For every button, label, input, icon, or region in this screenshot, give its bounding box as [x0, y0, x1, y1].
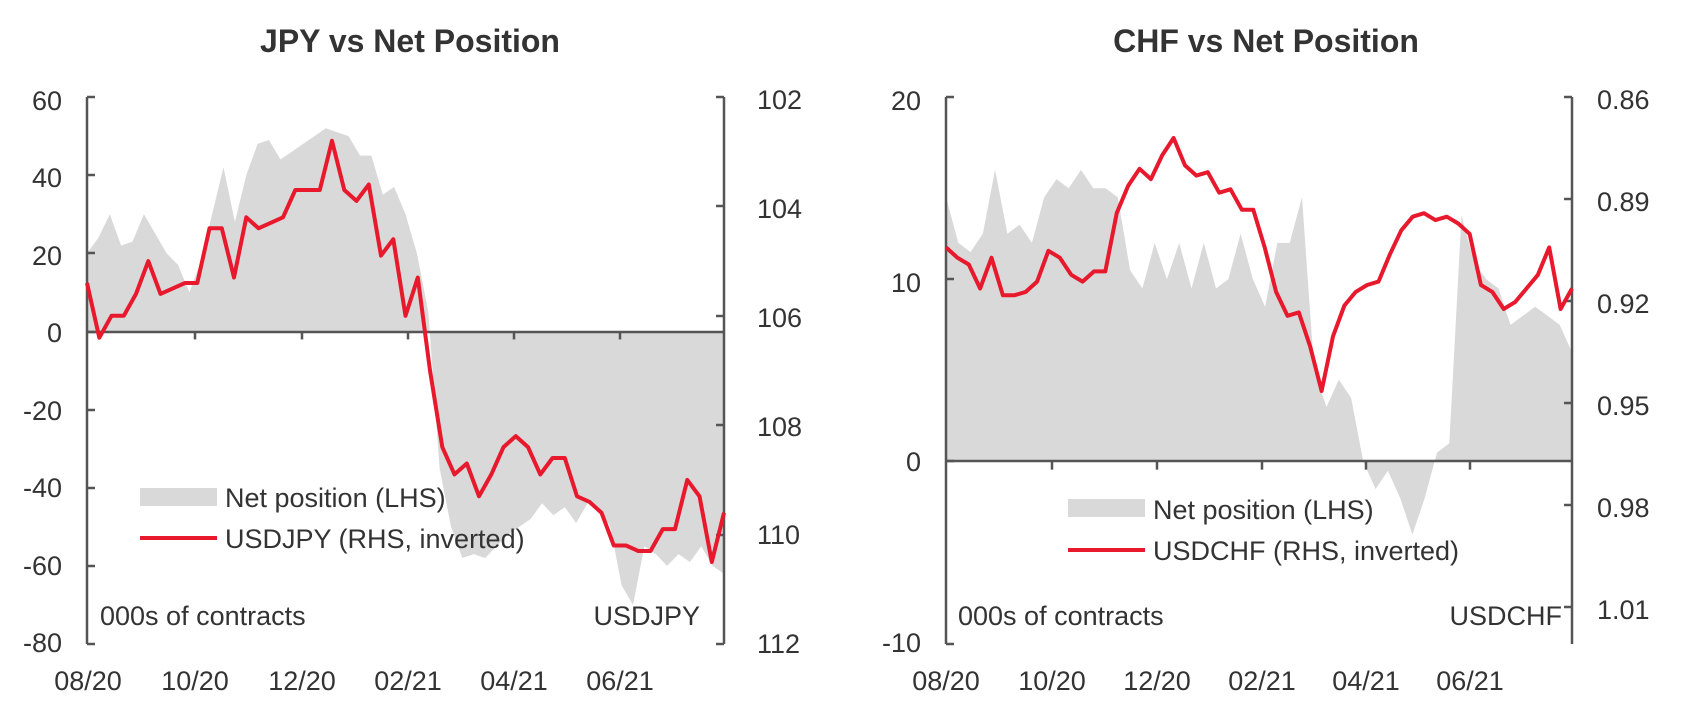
jpy-x-tick: 10/20	[161, 666, 229, 696]
jpy-right-tick: 112	[757, 629, 800, 659]
chf-tick-labels: 20 10 0 -10 0.86 0.89 0.92 0.95 0.98 1.0…	[882, 85, 1650, 696]
chf-right-tick: 0.92	[1597, 289, 1650, 319]
chf-x-tick: 02/21	[1228, 666, 1296, 696]
chf-right-tick: 0.86	[1597, 85, 1650, 115]
jpy-right-tick: 102	[757, 85, 802, 115]
jpy-left-tick: 20	[32, 241, 62, 271]
jpy-right-tick: 110	[757, 520, 800, 550]
jpy-right-tick: 104	[757, 194, 802, 224]
jpy-left-tick: -20	[23, 396, 62, 426]
jpy-legend-line-label: USDJPY (RHS, inverted)	[225, 524, 525, 554]
chf-pair-note: USDCHF	[1450, 601, 1563, 631]
jpy-chart-title: JPY vs Net Position	[260, 23, 560, 59]
jpy-chart: JPY vs Net Position 60 40 20 0 -20 -40 -…	[23, 23, 802, 696]
chf-left-tick: -10	[882, 628, 921, 658]
chf-x-tick: 08/20	[912, 666, 980, 696]
jpy-units-note: 000s of contracts	[100, 601, 306, 631]
jpy-left-tick: -80	[23, 628, 62, 658]
jpy-net-position-area	[87, 128, 724, 605]
chf-left-tick: 0	[906, 447, 921, 477]
chf-left-tick: 20	[891, 86, 921, 116]
jpy-left-tick: 60	[32, 86, 62, 116]
jpy-x-tick: 06/21	[586, 666, 654, 696]
jpy-legend: Net position (LHS) USDJPY (RHS, inverted…	[140, 483, 525, 554]
chf-chart-title: CHF vs Net Position	[1113, 23, 1419, 59]
chf-right-tick: 1.01	[1597, 595, 1650, 625]
chf-axis-ticks	[946, 95, 1572, 646]
jpy-area-layer	[87, 128, 724, 605]
chf-legend-area-swatch	[1068, 499, 1145, 517]
jpy-x-tick: 08/20	[54, 666, 122, 696]
jpy-line-layer	[85, 138, 726, 564]
chf-right-tick: 0.95	[1597, 391, 1650, 421]
jpy-usdjpy-line	[85, 138, 726, 564]
chf-x-tick: 04/21	[1332, 666, 1400, 696]
jpy-x-tick: 02/21	[374, 666, 442, 696]
jpy-left-tick: -40	[23, 473, 62, 503]
chf-x-tick: 06/21	[1436, 666, 1504, 696]
chf-line-layer	[944, 136, 1574, 393]
chf-x-tick: 12/20	[1123, 666, 1191, 696]
jpy-right-tick: 106	[757, 303, 802, 333]
jpy-left-tick: 0	[47, 318, 62, 348]
chf-legend: Net position (LHS) USDCHF (RHS, inverted…	[1068, 495, 1459, 566]
jpy-left-tick: -60	[23, 551, 62, 581]
chf-units-note: 000s of contracts	[958, 601, 1164, 631]
chf-right-tick: 0.98	[1597, 493, 1650, 523]
jpy-pair-note: USDJPY	[593, 601, 700, 631]
jpy-x-tick: 04/21	[480, 666, 548, 696]
jpy-legend-area-label: Net position (LHS)	[225, 483, 446, 513]
jpy-legend-area-swatch	[140, 488, 217, 506]
chf-net-position-area	[946, 169, 1572, 535]
jpy-x-tick: 12/20	[268, 666, 336, 696]
chf-usdchf-line	[944, 136, 1574, 393]
jpy-tick-labels: 60 40 20 0 -20 -40 -60 -80 102 104 106 1…	[23, 85, 802, 696]
chf-left-tick: 10	[891, 268, 921, 298]
chf-x-tick: 10/20	[1018, 666, 1086, 696]
chf-legend-line-label: USDCHF (RHS, inverted)	[1153, 536, 1459, 566]
jpy-left-tick: 40	[32, 163, 62, 193]
jpy-axis-ticks	[87, 95, 724, 646]
chf-area-layer	[946, 169, 1572, 535]
chf-right-tick: 0.89	[1597, 187, 1650, 217]
chf-legend-area-label: Net position (LHS)	[1153, 495, 1374, 525]
chf-chart: CHF vs Net Position 20 10 0 -10 0.86 0.8…	[882, 23, 1650, 696]
jpy-right-tick: 108	[757, 412, 802, 442]
